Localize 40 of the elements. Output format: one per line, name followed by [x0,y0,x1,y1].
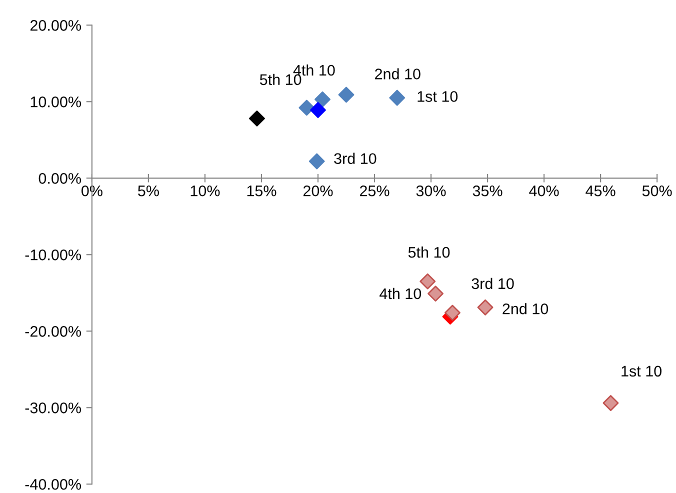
point [298,100,315,116]
x-tick-label: 15% [247,186,276,196]
annotation: 5th 10 [408,246,450,258]
point [338,86,354,103]
annotation: 3rd 10 [472,278,514,290]
annotation: 5th 10 [260,74,302,86]
point [310,102,326,118]
x-tick-label: 35% [472,185,502,196]
y-tick-label: 10.00% [30,96,81,108]
point [314,91,330,108]
y-tick-label: 0.00% [38,173,81,184]
x-tick-label: 25% [360,185,390,196]
y-tick-label: -10.00% [25,250,81,260]
x-tick-label: 40% [529,185,559,196]
x-tick-label: 30% [416,185,446,196]
y-tick-label: -30.00% [25,402,81,414]
x-tick-label: 0% [81,185,102,196]
point [477,299,494,316]
y-tick-label: -20.00% [25,326,81,337]
annotation: 4th 10 [293,64,335,76]
point [389,90,406,106]
point [420,273,436,290]
x-tick-label: 20% [303,185,333,196]
x-tick-label: 45% [586,186,616,196]
annotation: 2nd 10 [502,303,548,314]
point [308,153,325,170]
x-tick-label: 50% [642,185,672,196]
y-tick-label: -40.00% [25,478,81,490]
point [602,395,619,412]
annotation: 4th 10 [380,288,422,300]
annotation: 1st 10 [418,91,458,102]
annotation: 1st 10 [622,366,662,377]
point [428,286,444,302]
point [248,110,265,126]
x-tick-label: 5% [138,186,159,196]
y-tick-label: 20.00% [30,20,81,31]
annotation: 2nd 10 [375,68,420,80]
annotation: 3rd 10 [334,152,376,164]
point [444,304,460,321]
x-tick-label: 10% [190,185,220,196]
